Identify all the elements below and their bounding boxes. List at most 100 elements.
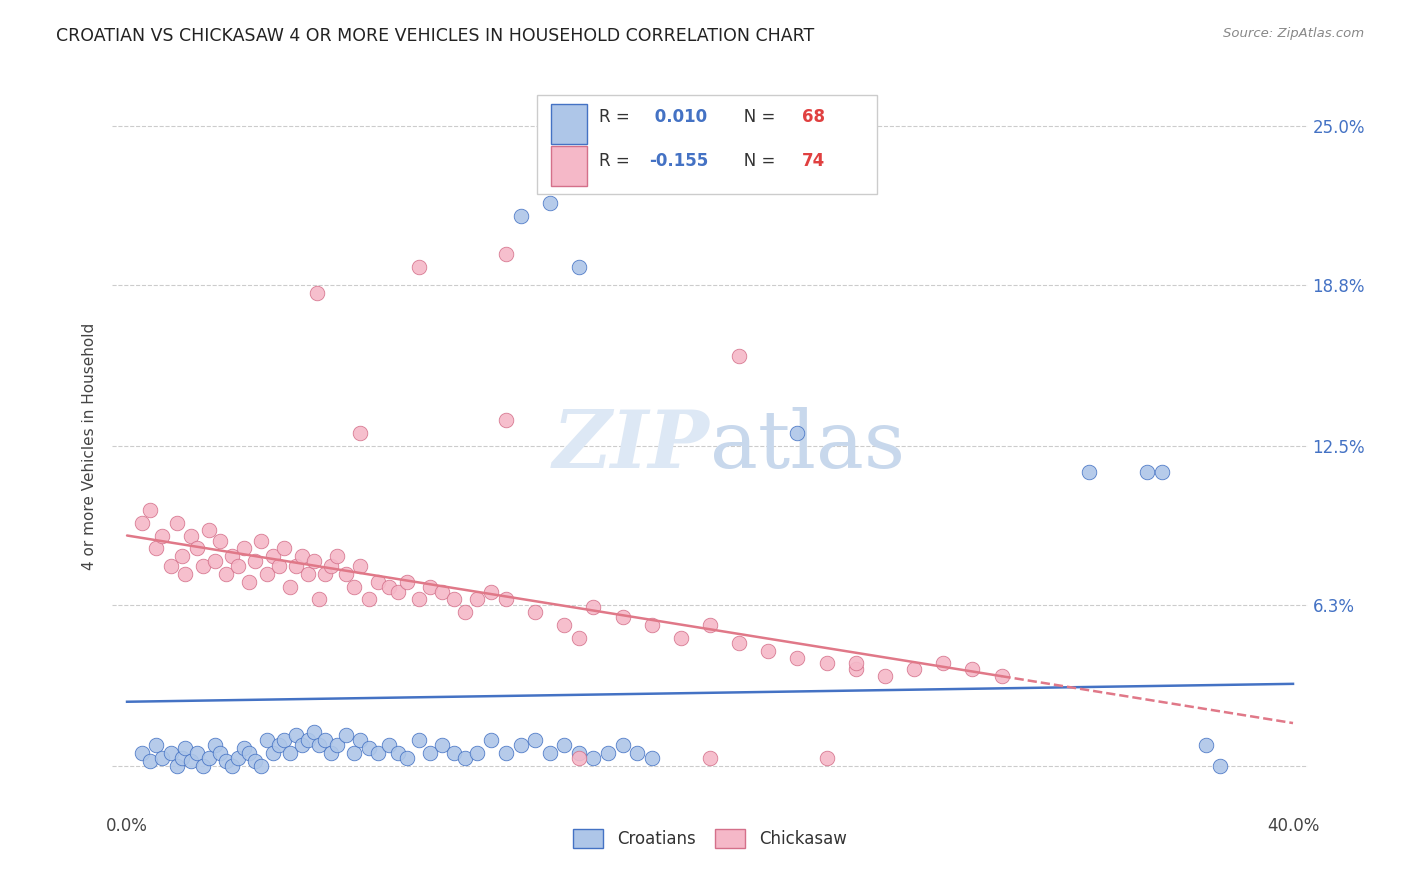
- Point: [786, 426, 808, 441]
- Point: [932, 657, 955, 671]
- Point: [815, 657, 838, 671]
- Text: CROATIAN VS CHICKASAW 4 OR MORE VEHICLES IN HOUSEHOLD CORRELATION CHART: CROATIAN VS CHICKASAW 4 OR MORE VEHICLES…: [56, 27, 814, 45]
- Point: [238, 574, 260, 589]
- Point: [357, 740, 380, 755]
- Point: [308, 592, 330, 607]
- Legend: Croatians, Chickasaw: Croatians, Chickasaw: [567, 822, 853, 855]
- Point: [495, 247, 517, 261]
- Point: [845, 661, 868, 675]
- Point: [465, 592, 488, 607]
- Point: [180, 754, 202, 768]
- FancyBboxPatch shape: [551, 146, 586, 186]
- Point: [495, 746, 517, 760]
- Point: [538, 196, 561, 211]
- Point: [509, 209, 531, 223]
- Point: [443, 746, 465, 760]
- Point: [728, 350, 751, 364]
- Point: [699, 618, 721, 632]
- Point: [297, 733, 319, 747]
- Point: [291, 549, 314, 563]
- Point: [256, 733, 278, 747]
- Point: [145, 738, 167, 752]
- Point: [326, 549, 349, 563]
- Point: [582, 600, 605, 615]
- Point: [186, 746, 208, 760]
- Point: [159, 746, 181, 760]
- Point: [166, 516, 188, 530]
- Point: [166, 758, 188, 772]
- Point: [568, 260, 591, 274]
- Point: [786, 651, 808, 665]
- Point: [387, 746, 409, 760]
- Point: [145, 541, 167, 556]
- Point: [267, 559, 290, 574]
- Point: [191, 559, 214, 574]
- Text: N =: N =: [728, 108, 780, 126]
- Point: [232, 541, 254, 556]
- Point: [139, 754, 162, 768]
- Point: [495, 592, 517, 607]
- Point: [238, 746, 260, 760]
- Point: [408, 260, 430, 274]
- Point: [349, 559, 371, 574]
- Point: [226, 751, 249, 765]
- Point: [408, 733, 430, 747]
- Point: [495, 413, 517, 427]
- Point: [1136, 465, 1159, 479]
- Point: [357, 592, 380, 607]
- Point: [226, 559, 249, 574]
- Point: [335, 566, 357, 581]
- Point: [465, 746, 488, 760]
- Point: [553, 618, 575, 632]
- Point: [197, 524, 219, 538]
- Point: [669, 631, 692, 645]
- Point: [419, 580, 441, 594]
- Text: ZIP: ZIP: [553, 408, 710, 484]
- Point: [419, 746, 441, 760]
- Text: Source: ZipAtlas.com: Source: ZipAtlas.com: [1223, 27, 1364, 40]
- FancyBboxPatch shape: [537, 95, 877, 194]
- Point: [204, 554, 226, 568]
- Text: R =: R =: [599, 152, 636, 169]
- Point: [1078, 465, 1101, 479]
- Point: [699, 751, 721, 765]
- Point: [454, 751, 477, 765]
- Point: [131, 516, 153, 530]
- Point: [278, 580, 301, 594]
- Point: [319, 559, 342, 574]
- Point: [245, 554, 267, 568]
- Point: [626, 746, 648, 760]
- Text: N =: N =: [728, 152, 780, 169]
- Point: [612, 738, 634, 752]
- Point: [481, 584, 503, 599]
- Text: atlas: atlas: [710, 407, 905, 485]
- Point: [524, 605, 547, 619]
- Point: [172, 751, 194, 765]
- Point: [408, 592, 430, 607]
- Point: [285, 728, 308, 742]
- Point: [308, 738, 330, 752]
- Point: [430, 738, 453, 752]
- Point: [524, 733, 547, 747]
- Point: [209, 746, 232, 760]
- Point: [641, 618, 664, 632]
- Point: [454, 605, 477, 619]
- Point: [568, 751, 591, 765]
- Point: [367, 574, 389, 589]
- Point: [343, 746, 366, 760]
- Point: [204, 738, 226, 752]
- Point: [302, 554, 325, 568]
- Text: -0.155: -0.155: [650, 152, 709, 169]
- Point: [174, 740, 197, 755]
- Point: [815, 751, 838, 765]
- Point: [378, 738, 401, 752]
- Point: [139, 503, 162, 517]
- Point: [250, 758, 273, 772]
- Point: [186, 541, 208, 556]
- Point: [250, 533, 273, 548]
- Point: [430, 584, 453, 599]
- Point: [232, 740, 254, 755]
- Point: [215, 566, 238, 581]
- Point: [221, 758, 243, 772]
- Point: [1209, 758, 1232, 772]
